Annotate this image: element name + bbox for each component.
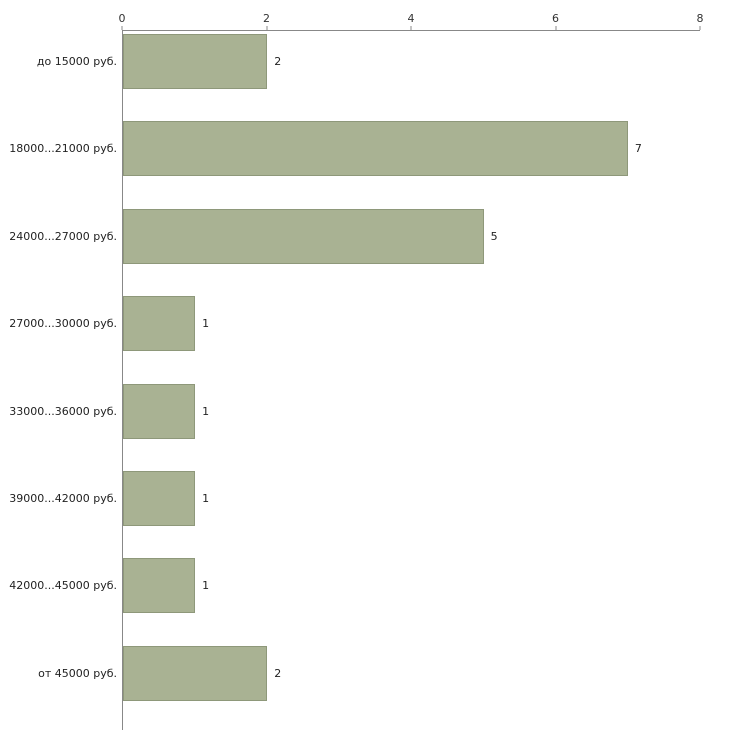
bar: [123, 208, 484, 264]
x-tick-mark: [121, 26, 123, 30]
bar: [123, 121, 628, 177]
x-tick-label: 0: [118, 12, 126, 25]
plot-area: до 15000 руб. 2 18000...21000 руб. 7 24000..…: [9, 30, 700, 730]
bar: [123, 645, 268, 701]
category-label: 27000...30000 руб.: [9, 317, 117, 331]
bar-line: 39000...42000 руб. 1: [9, 470, 700, 526]
x-tick: 4: [408, 13, 415, 30]
value-label: 7: [634, 142, 642, 156]
bar-row: 42000...45000 руб. 1: [9, 555, 700, 642]
bar: [123, 34, 268, 89]
value-label: 5: [490, 229, 498, 243]
x-tick-mark: [266, 26, 267, 30]
value-label: 1: [202, 579, 210, 593]
category-label: 18000...21000 руб.: [9, 142, 117, 156]
x-tick-mark: [699, 26, 701, 30]
category-label: 42000...45000 руб.: [9, 579, 117, 593]
value-label: 1: [202, 491, 210, 505]
category-label: 39000...42000 руб.: [9, 491, 117, 505]
x-axis: 0 2 4 6 8: [119, 0, 704, 30]
x-tick-label: 6: [552, 12, 559, 25]
bar: [123, 296, 196, 352]
bar-row: 39000...42000 руб. 1: [9, 468, 700, 555]
bar-row: 27000...30000 руб. 1: [9, 293, 700, 380]
value-label: 2: [274, 666, 282, 680]
x-tick-label: 8: [696, 12, 704, 25]
value-label: 1: [202, 404, 210, 418]
bar-line: от 45000 руб. 2: [38, 645, 700, 701]
bar-row: 24000...27000 руб. 5: [9, 206, 700, 293]
x-tick: 8: [697, 13, 704, 30]
x-tick: 6: [552, 13, 559, 30]
bar-row: от 45000 руб. 2: [38, 643, 700, 730]
bar: [123, 470, 196, 526]
value-label: 2: [274, 55, 282, 68]
x-tick: 2: [263, 13, 270, 30]
bar: [123, 558, 196, 614]
x-tick: 0: [119, 13, 126, 30]
category-label: 24000...27000 руб.: [9, 229, 117, 243]
bar-row: 18000...21000 руб. 7: [9, 118, 700, 205]
bar-line: 33000...36000 руб. 1: [9, 383, 700, 439]
value-label: 1: [202, 317, 210, 331]
bar-row: до 15000 руб. 2: [37, 31, 700, 118]
bar-line: 42000...45000 руб. 1: [9, 558, 700, 614]
bar-line: до 15000 руб. 2: [37, 34, 700, 89]
category-label: до 15000 руб.: [36, 55, 117, 68]
x-tick-label: 2: [263, 12, 270, 25]
bar: [123, 383, 196, 439]
bar-line: 24000...27000 руб. 5: [9, 208, 700, 264]
x-tick-mark: [555, 26, 556, 30]
bar-line: 18000...21000 руб. 7: [9, 121, 700, 177]
bar-row: 33000...36000 руб. 1: [9, 381, 700, 468]
x-tick-label: 4: [407, 12, 415, 25]
category-label: 33000...36000 руб.: [9, 404, 117, 418]
bar-line: 27000...30000 руб. 1: [9, 296, 700, 352]
x-tick-mark: [410, 26, 412, 30]
category-label: от 45000 руб.: [38, 666, 117, 680]
